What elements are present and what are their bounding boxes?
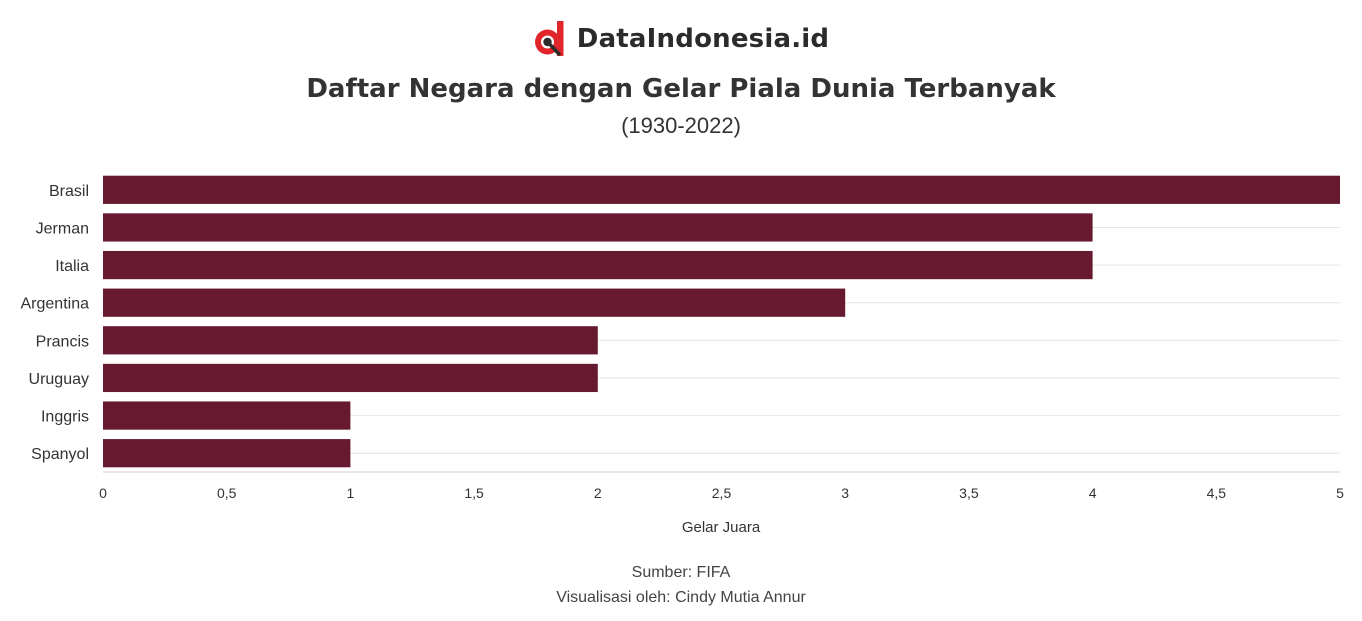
bar-uruguay	[103, 363, 598, 393]
datain-d-magnifier-icon	[534, 21, 564, 56]
category-label: Spanyol	[31, 446, 89, 463]
source-note: Sumber: FIFA	[631, 564, 731, 581]
x-tick-labels: 0 0,5 1 1,5 2 2,5 3 3,5 4 4,5 5	[99, 485, 1344, 501]
brand-name: DataIndonesia.id	[576, 24, 830, 54]
category-label: Brasil	[49, 183, 89, 200]
bar-argentina	[103, 288, 846, 317]
x-tick-label: 5	[1336, 485, 1344, 501]
credit-note: Visualisasi oleh: Cindy Mutia Annur	[556, 589, 806, 606]
x-tick-label: 4,5	[1207, 485, 1227, 501]
category-label: Argentina	[21, 296, 90, 313]
bar-italia	[103, 250, 1093, 280]
category-labels: Brasil Jerman Italia Argentina Prancis Urugua…	[21, 183, 90, 463]
x-tick-label: 3,5	[959, 485, 979, 501]
category-label: Inggris	[41, 409, 89, 426]
brand-header: DataIndonesia.id	[0, 18, 1362, 60]
chart-title: Daftar Negara dengan Gelar Piala Dunia T…	[306, 74, 1056, 104]
chart-subtitle: (1930-2022)	[621, 113, 741, 138]
x-tick-label: 0,5	[217, 485, 237, 501]
bar-inggris	[103, 401, 351, 430]
x-axis-title: Gelar Juara	[682, 519, 761, 536]
x-tick-label: 1,5	[464, 485, 484, 501]
bar-brasil	[103, 175, 1340, 204]
bar-jerman	[103, 213, 1093, 242]
x-tick-label: 4	[1089, 485, 1097, 501]
x-tick-label: 2	[594, 485, 602, 501]
x-tick-label: 1	[347, 485, 355, 501]
category-label: Prancis	[36, 333, 89, 350]
category-label: Uruguay	[29, 371, 89, 388]
bar-prancis	[103, 326, 598, 355]
x-tick-label: 3	[841, 485, 849, 501]
bar-spanyol	[103, 439, 351, 468]
x-tick-label: 0	[99, 485, 107, 501]
x-tick-label: 2,5	[712, 485, 732, 501]
bars-layer	[103, 175, 1340, 468]
category-label: Jerman	[36, 220, 89, 237]
category-label: Italia	[55, 258, 89, 275]
